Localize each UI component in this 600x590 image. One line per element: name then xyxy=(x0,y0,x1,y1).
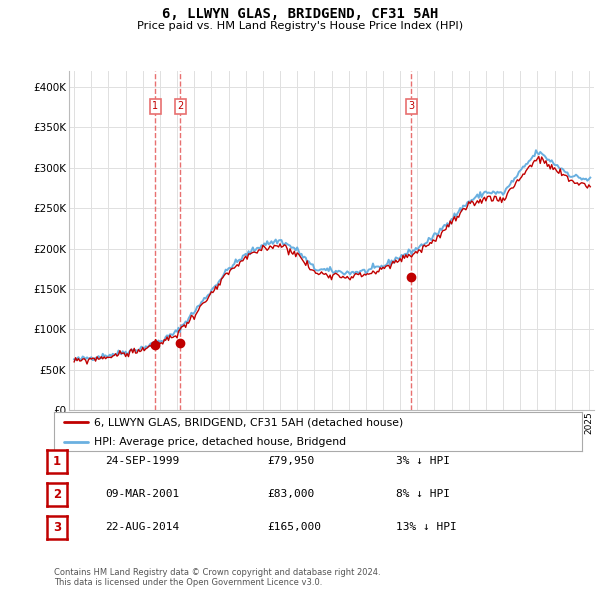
Text: 8% ↓ HPI: 8% ↓ HPI xyxy=(396,490,450,499)
Text: 1: 1 xyxy=(152,101,158,112)
Text: 2: 2 xyxy=(177,101,184,112)
Text: £165,000: £165,000 xyxy=(267,523,321,532)
Text: 6, LLWYN GLAS, BRIDGEND, CF31 5AH (detached house): 6, LLWYN GLAS, BRIDGEND, CF31 5AH (detac… xyxy=(94,417,403,427)
Text: 13% ↓ HPI: 13% ↓ HPI xyxy=(396,523,457,532)
Text: 6, LLWYN GLAS, BRIDGEND, CF31 5AH: 6, LLWYN GLAS, BRIDGEND, CF31 5AH xyxy=(162,7,438,21)
Text: 1: 1 xyxy=(53,455,61,468)
Text: 3% ↓ HPI: 3% ↓ HPI xyxy=(396,457,450,466)
Text: Price paid vs. HM Land Registry's House Price Index (HPI): Price paid vs. HM Land Registry's House … xyxy=(137,21,463,31)
Text: 3: 3 xyxy=(408,101,414,112)
Text: £79,950: £79,950 xyxy=(267,457,314,466)
Text: 24-SEP-1999: 24-SEP-1999 xyxy=(105,457,179,466)
Text: £83,000: £83,000 xyxy=(267,490,314,499)
Text: Contains HM Land Registry data © Crown copyright and database right 2024.
This d: Contains HM Land Registry data © Crown c… xyxy=(54,568,380,587)
Text: 3: 3 xyxy=(53,521,61,534)
Text: HPI: Average price, detached house, Bridgend: HPI: Average price, detached house, Brid… xyxy=(94,437,346,447)
Text: 2: 2 xyxy=(53,488,61,501)
Text: 09-MAR-2001: 09-MAR-2001 xyxy=(105,490,179,499)
Text: 22-AUG-2014: 22-AUG-2014 xyxy=(105,523,179,532)
